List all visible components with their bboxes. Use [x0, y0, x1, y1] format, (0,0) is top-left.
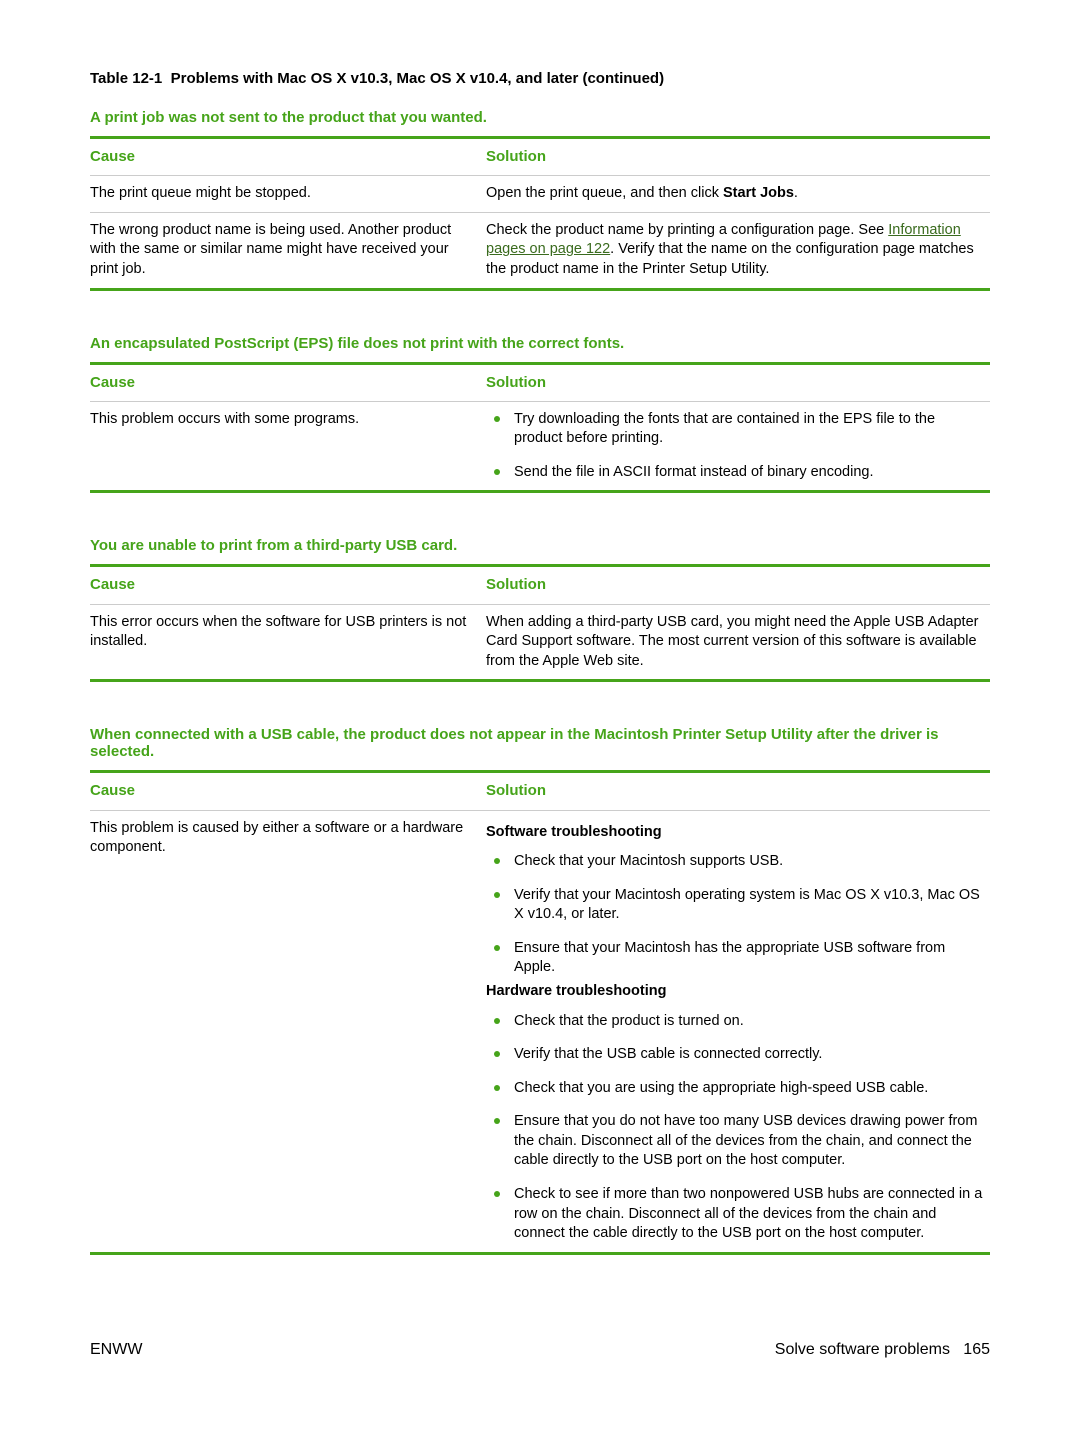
solution-cell: Try downloading the fonts that are conta… [486, 401, 990, 492]
column-header-cause: Cause [90, 138, 486, 176]
solution-item: Check to see if more than two nonpowered… [514, 1185, 984, 1244]
solution-subheading: Software troubleshooting [486, 823, 984, 843]
page-footer: ENWW Solve software problems 165 [90, 1341, 990, 1359]
column-header-solution: Solution [486, 138, 990, 176]
solution-cell: Open the print queue, and then click Sta… [486, 176, 990, 213]
solution-cell: When adding a third-party USB card, you … [486, 604, 990, 681]
problem-table: CauseSolutionThis problem is caused by e… [90, 770, 990, 1254]
bold-text: Start Jobs [723, 185, 794, 201]
column-header-cause: Cause [90, 566, 486, 604]
solution-cell: Software troubleshooting Check that your … [486, 810, 990, 1253]
column-header-solution: Solution [486, 772, 990, 810]
cause-cell: The print queue might be stopped. [90, 176, 486, 213]
problem-table: CauseSolutionThis error occurs when the … [90, 564, 990, 682]
problem-heading: An encapsulated PostScript (EPS) file do… [90, 335, 990, 352]
solution-item: Check that you are using the appropriate… [514, 1079, 984, 1099]
solution-item: Check that the product is turned on. [514, 1012, 984, 1032]
column-header-cause: Cause [90, 772, 486, 810]
cause-cell: The wrong product name is being used. An… [90, 212, 486, 289]
problem-heading: When connected with a USB cable, the pro… [90, 726, 990, 760]
document-page: Table 12-1 Problems with Mac OS X v10.3,… [0, 0, 1080, 1409]
problem-heading: You are unable to print from a third-par… [90, 537, 990, 554]
solution-item: Try downloading the fonts that are conta… [514, 410, 984, 449]
problem-table: CauseSolutionThe print queue might be st… [90, 136, 990, 291]
solution-item: Ensure that you do not have too many USB… [514, 1112, 984, 1171]
footer-right: Solve software problems 165 [775, 1341, 990, 1359]
table-number: Table 12-1 [90, 70, 162, 87]
solution-cell: Check the product name by printing a con… [486, 212, 990, 289]
column-header-cause: Cause [90, 363, 486, 401]
column-header-solution: Solution [486, 566, 990, 604]
table-caption: Table 12-1 Problems with Mac OS X v10.3,… [90, 70, 990, 87]
problem-heading: A print job was not sent to the product … [90, 109, 990, 126]
solution-subheading: Hardware troubleshooting [486, 982, 984, 1002]
table-title: Problems with Mac OS X v10.3, Mac OS X v… [171, 70, 664, 87]
cause-cell: This error occurs when the software for … [90, 604, 486, 681]
solution-item: Check that your Macintosh supports USB. [514, 852, 984, 872]
cause-cell: This problem is caused by either a softw… [90, 810, 486, 1253]
column-header-solution: Solution [486, 363, 990, 401]
solution-item: Verify that your Macintosh operating sys… [514, 886, 984, 925]
problem-table: CauseSolutionThis problem occurs with so… [90, 362, 990, 494]
solution-item: Ensure that your Macintosh has the appro… [514, 939, 984, 978]
footer-left: ENWW [90, 1341, 142, 1359]
solution-item: Send the file in ASCII format instead of… [514, 463, 984, 483]
cause-cell: This problem occurs with some programs. [90, 401, 486, 492]
solution-item: Verify that the USB cable is connected c… [514, 1045, 984, 1065]
